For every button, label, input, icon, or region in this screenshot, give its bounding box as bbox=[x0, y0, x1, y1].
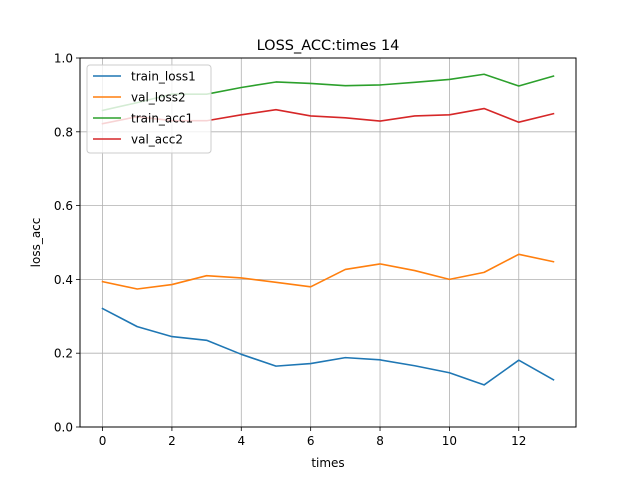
legend: train_loss1 val_loss2 train_acc1 val_acc2 bbox=[86, 64, 212, 154]
x-tick-label: 12 bbox=[511, 434, 526, 448]
x-tick-label: 10 bbox=[442, 434, 457, 448]
y-tick-label: 0.8 bbox=[54, 125, 73, 139]
x-tick-label: 8 bbox=[376, 434, 384, 448]
legend-label: train_acc1 bbox=[131, 112, 193, 126]
x-axis-label: times bbox=[311, 456, 344, 470]
y-tick-label: 0.0 bbox=[54, 421, 73, 435]
x-tick-label: 0 bbox=[99, 434, 107, 448]
legend-label: val_loss2 bbox=[131, 91, 186, 105]
legend-box bbox=[86, 64, 212, 154]
y-tick-label: 0.4 bbox=[54, 273, 73, 287]
y-tick-label: 1.0 bbox=[54, 52, 73, 66]
x-tick-label: 4 bbox=[237, 434, 245, 448]
y-axis-label: loss_acc bbox=[29, 218, 43, 268]
x-tick-label: 2 bbox=[168, 434, 176, 448]
legend-label: val_acc2 bbox=[131, 133, 183, 147]
y-tick-label: 0.6 bbox=[54, 199, 73, 213]
y-axis-ticks: 0.0 0.2 0.4 0.6 0.8 1.0 bbox=[54, 52, 80, 435]
y-tick-label: 0.2 bbox=[54, 347, 73, 361]
x-tick-label: 6 bbox=[307, 434, 315, 448]
chart-title: LOSS_ACC:times 14 bbox=[257, 38, 400, 54]
series-line-train-loss1 bbox=[101, 307, 555, 386]
series-line-val-loss2 bbox=[101, 253, 555, 290]
x-axis-ticks: 0 2 4 6 8 10 12 bbox=[99, 427, 526, 448]
plot-frame bbox=[79, 57, 577, 428]
legend-label: train_loss1 bbox=[131, 70, 196, 84]
